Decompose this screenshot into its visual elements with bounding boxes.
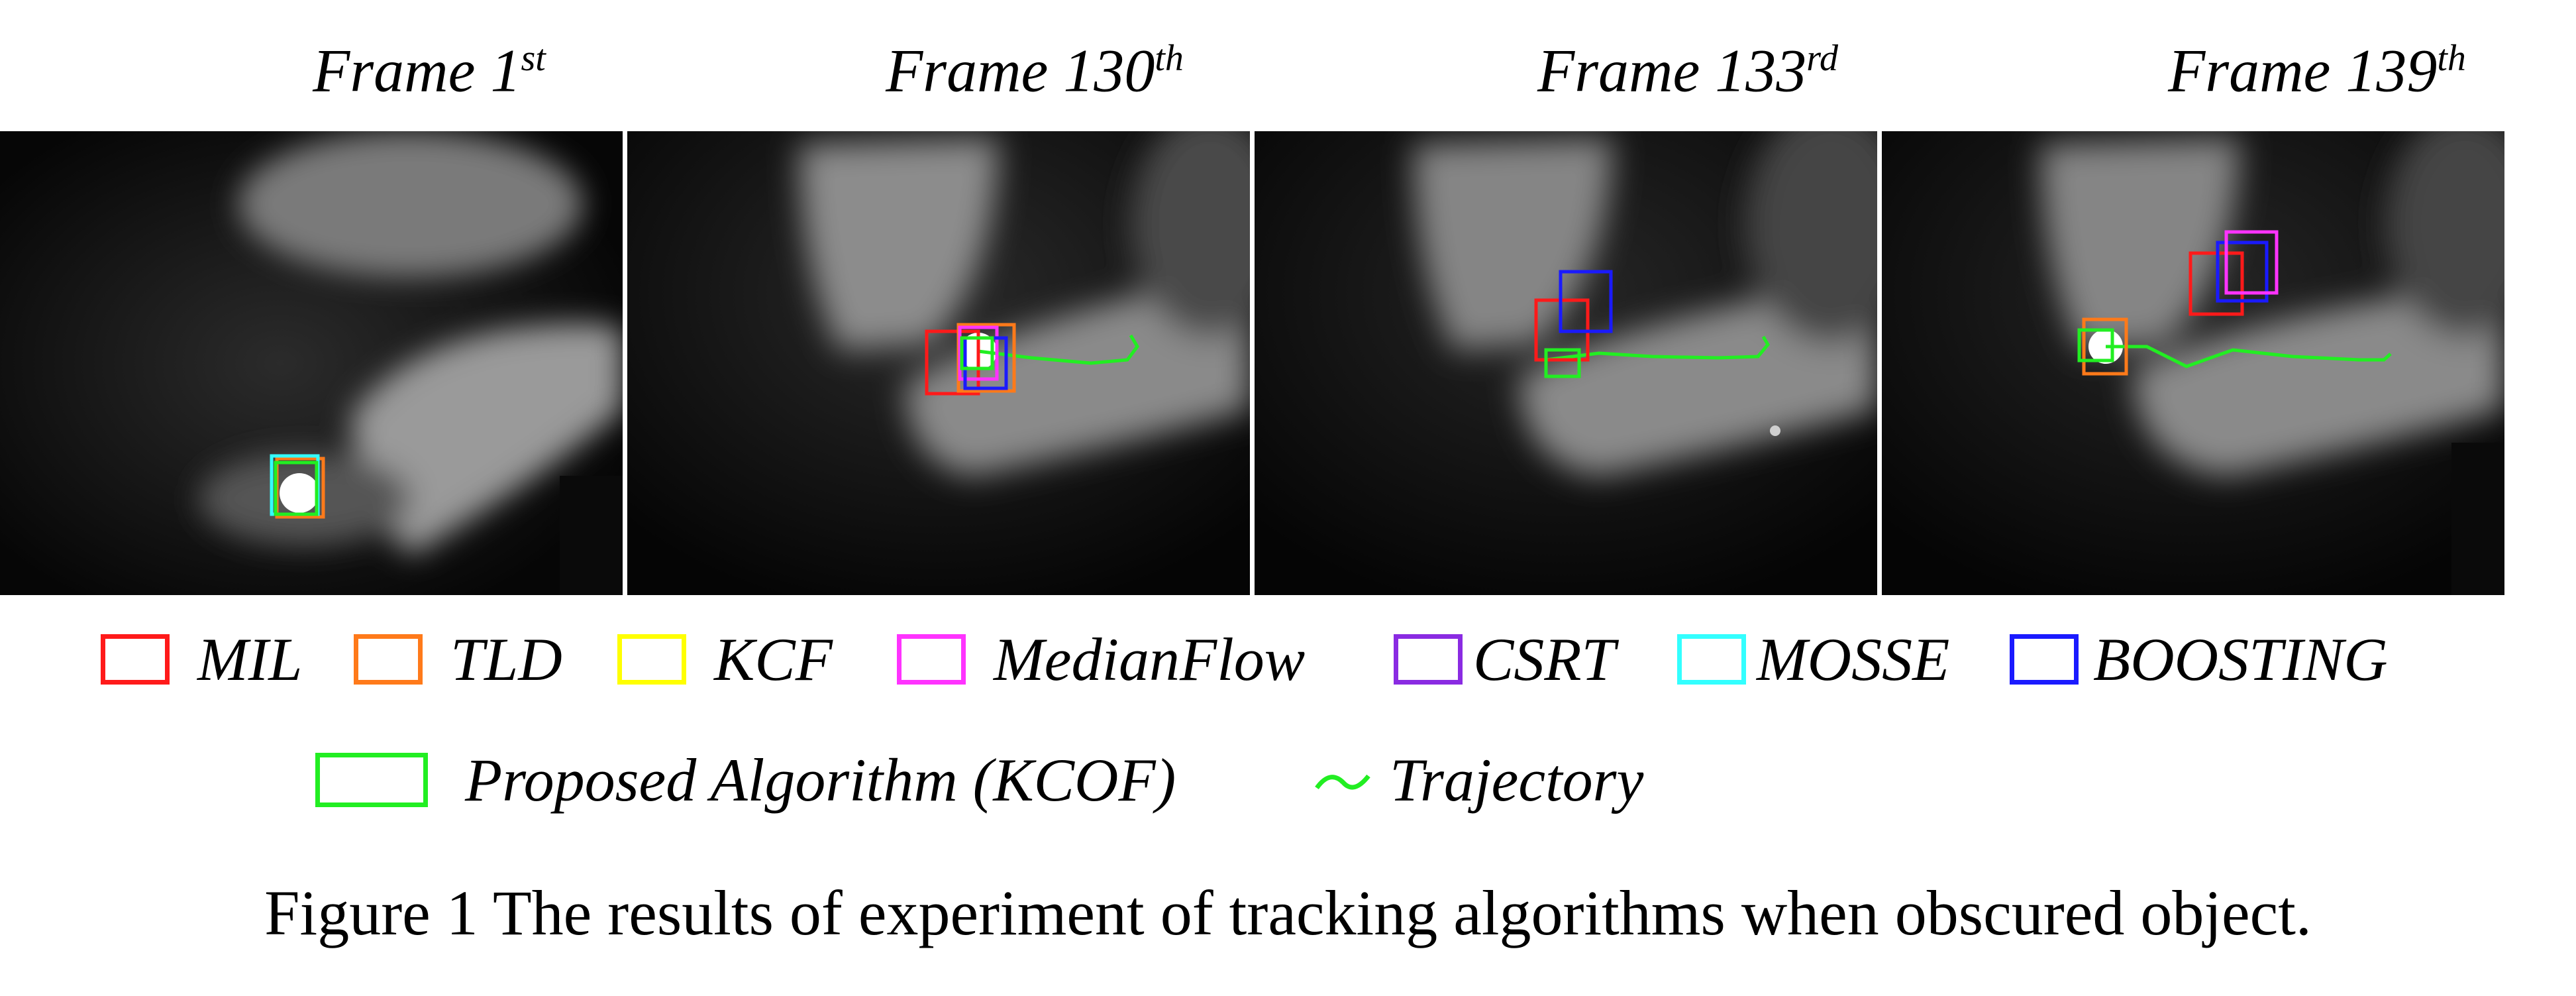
boosting-box-139: [2216, 241, 2269, 303]
legend-label-kcf: KCF: [714, 626, 833, 693]
legend-item-mil: MIL: [101, 623, 302, 696]
legend-swatch-boosting: [2010, 634, 2079, 685]
legend-label-kcof: Proposed Algorithm (KCOF): [465, 746, 1176, 814]
frame-title-1-sup: st: [521, 38, 546, 79]
frame-title-130-sup: th: [1155, 38, 1184, 79]
legend-item-mosse: MOSSE: [1677, 623, 1949, 696]
frame-image-133: [1255, 131, 1877, 595]
legend-swatch-medianflow: [897, 634, 966, 685]
frame-image-1: [0, 131, 623, 595]
frame-title-133-sup: rd: [1806, 38, 1838, 79]
frame-title-133: Frame 133rd: [1456, 19, 1920, 111]
trajectory-line-139: [2106, 345, 2392, 368]
medianflow-box-139: [2224, 230, 2279, 295]
frame-panel-139: [1882, 131, 2504, 595]
legend-item-boosting: BOOSTING: [2010, 623, 2388, 696]
frame-image-139: [1882, 131, 2504, 595]
legend-item-tld: TLD: [354, 623, 562, 696]
trajectory-line-130: [978, 334, 1139, 365]
medianflow-box-130: [958, 325, 999, 381]
legend-label-mil: MIL: [197, 626, 303, 693]
frame-title-133-base: Frame 133: [1537, 36, 1807, 105]
frame-title-1: Frame 1st: [197, 19, 661, 111]
legend-swatch-mosse: [1677, 634, 1746, 685]
legend-label-tld: TLD: [450, 626, 562, 693]
trajectory-line-133: [1545, 335, 1771, 362]
legend-label-mosse: MOSSE: [1757, 626, 1950, 693]
frame-image-130: [627, 131, 1250, 595]
kcof-box-139: [2077, 328, 2114, 362]
legend-label-csrt: CSRT: [1473, 626, 1616, 693]
frame-title-139: Frame 139th: [2085, 19, 2549, 111]
legend-item-kcf: KCF: [617, 623, 833, 696]
legend-item-trajectory: Trajectory: [1313, 744, 1643, 816]
frame-panel-130: [627, 131, 1250, 595]
kcof-box-1: [274, 461, 319, 516]
kcof-box-133: [1544, 348, 1581, 378]
frame-title-130-base: Frame 130: [886, 36, 1155, 105]
tld-box-139: [2082, 317, 2128, 376]
kcof-box-130: [960, 336, 994, 370]
legend-label-medianflow: MedianFlow: [994, 626, 1306, 693]
legend-label-trajectory: Trajectory: [1390, 746, 1644, 814]
legend-swatch-csrt: [1394, 634, 1463, 685]
legend-item-kcof: Proposed Algorithm (KCOF): [315, 744, 1176, 816]
mil-box-130: [925, 329, 980, 396]
frame-title-130: Frame 130th: [803, 19, 1266, 111]
frame-title-139-base: Frame 139: [2168, 36, 2438, 105]
legend-swatch-mil: [101, 634, 170, 685]
frame-panel-133: [1255, 131, 1877, 595]
frame-panel-1: [0, 131, 623, 595]
figure-caption: Figure 1 The results of experiment of tr…: [264, 877, 2312, 948]
frame-title-1-base: Frame 1: [313, 36, 521, 105]
legend-item-csrt: CSRT: [1394, 623, 1616, 696]
legend-swatch-kcf: [617, 634, 686, 685]
legend-swatch-kcof: [315, 753, 428, 807]
trajectory-icon: [1315, 774, 1370, 790]
legend-item-medianflow: MedianFlow: [897, 623, 1305, 696]
legend-swatch-tld: [354, 634, 423, 685]
boosting-box-133: [1559, 270, 1613, 333]
legend-label-boosting: BOOSTING: [2093, 626, 2388, 693]
frame-title-139-sup: th: [2437, 38, 2466, 79]
